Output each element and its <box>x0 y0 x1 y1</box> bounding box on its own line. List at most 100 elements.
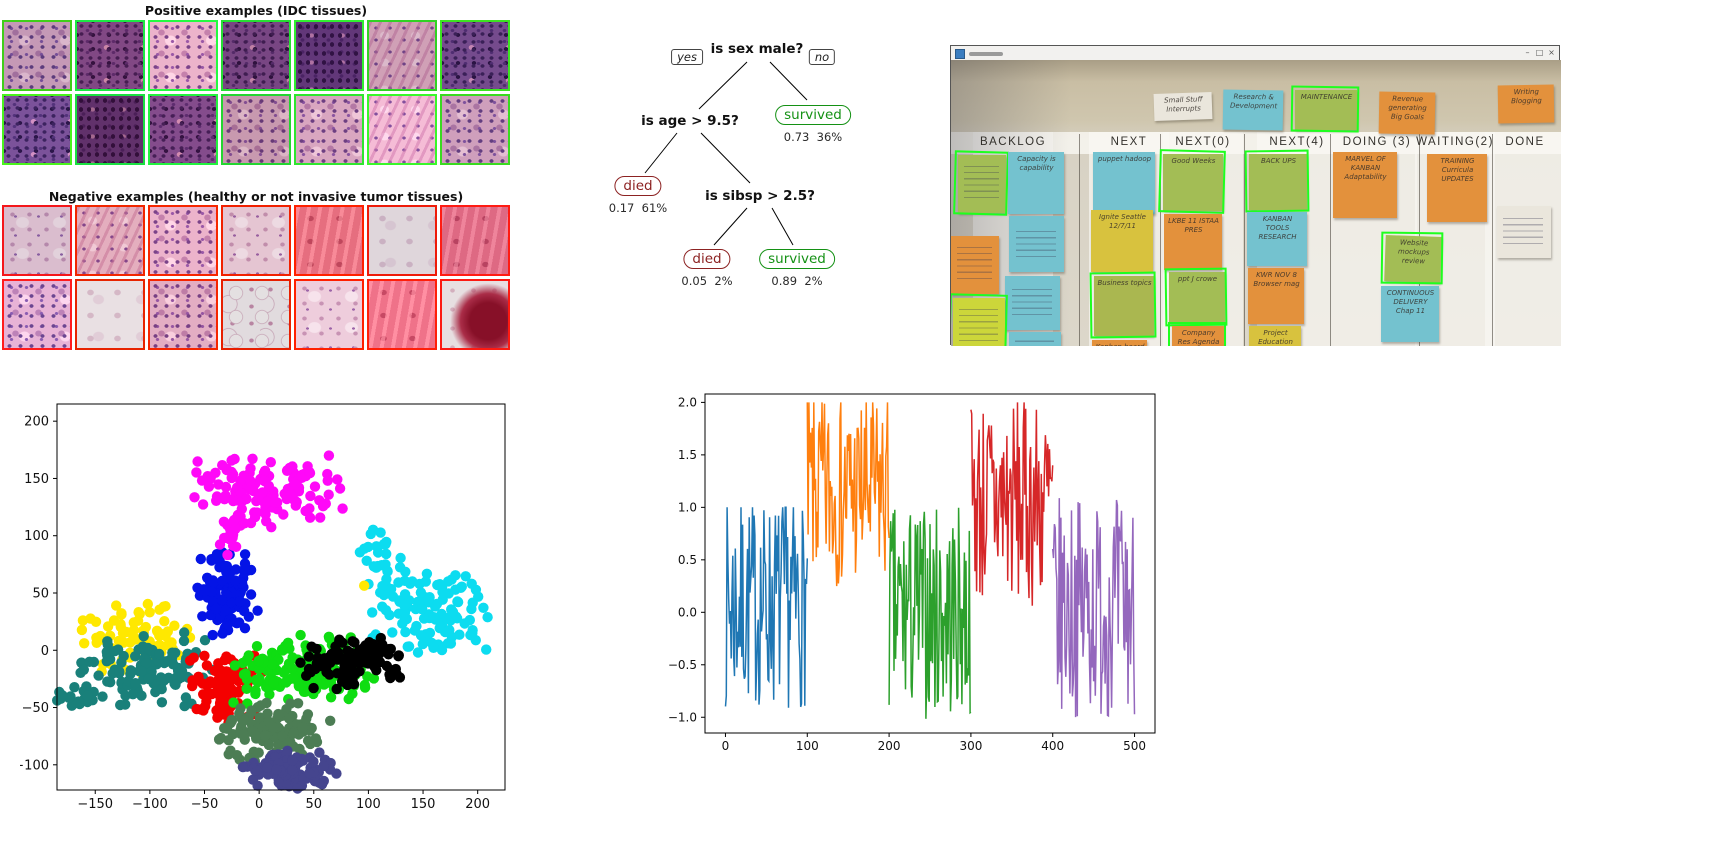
scatter-point <box>261 516 272 527</box>
scatter-point <box>142 642 154 654</box>
scatter-point <box>251 765 263 776</box>
scatter-point <box>189 492 200 503</box>
scatter-point <box>125 668 136 680</box>
scatter-point <box>213 658 224 669</box>
scatter-point <box>127 689 139 700</box>
y-tick-label: 100 <box>24 529 49 544</box>
scatter-point <box>241 493 252 505</box>
axes-frame <box>704 393 1156 734</box>
scatter-point <box>325 692 337 703</box>
kanban-board-photo: BACKLOG NEXT NEXT(0) NEXT(4) DOING (3) WAITIN… <box>951 60 1561 346</box>
scatter-point <box>295 629 306 641</box>
scatter-point <box>481 644 492 655</box>
sticky-note-text: Project Education <box>1258 329 1293 346</box>
kanban-column-header: DOING (3) <box>1342 136 1412 148</box>
scatter-point <box>400 626 411 638</box>
scatter-point <box>395 552 406 564</box>
tissue-image <box>440 20 510 91</box>
edge-label-no: no <box>808 49 836 65</box>
scatter-point <box>207 629 218 641</box>
scatter-point <box>230 564 242 575</box>
scatter-point <box>156 697 168 708</box>
scatter-point <box>88 656 100 668</box>
sticky-note-text: Writing Blogging <box>1511 87 1542 106</box>
handwriting-scribble <box>1503 215 1544 249</box>
tissue-image <box>75 279 145 350</box>
sticky-note: Research & Development <box>1222 89 1284 131</box>
sticky-note-text: TRAINING Curricula UPDATES <box>1440 157 1475 183</box>
kanban-column-header: NEXT <box>1110 136 1148 148</box>
scatter-point <box>228 495 239 507</box>
scatter-point <box>478 602 489 613</box>
scatter-point <box>447 606 459 618</box>
scatter-point <box>370 562 381 573</box>
x-tick-label: 200 <box>878 739 901 753</box>
scatter-point <box>250 730 262 741</box>
scatter-point <box>211 495 222 506</box>
scatter-point <box>403 641 415 652</box>
scatter-point <box>428 642 439 653</box>
window-titlebar: – □ × <box>951 46 1559 61</box>
scatter-point <box>270 497 281 508</box>
scatter-point <box>201 695 212 707</box>
sticky-note: Ignite Seattle 12/7/11 <box>1091 210 1153 272</box>
kanban-column-header: DONE <box>1505 136 1545 148</box>
scatter-point <box>223 735 234 746</box>
scatter-point <box>282 737 293 749</box>
detection-box <box>1089 271 1157 339</box>
scatter-point <box>259 465 271 476</box>
scatter-point <box>422 594 434 606</box>
scatter-point <box>130 678 141 689</box>
scatter-point <box>196 475 208 486</box>
x-tick-label: 50 <box>306 797 323 812</box>
scatter-point <box>234 596 246 607</box>
maximize-button[interactable]: □ <box>1535 48 1544 57</box>
scatter-point <box>203 481 215 492</box>
scatter-point <box>221 670 233 682</box>
tissue-image <box>367 279 437 350</box>
sticky-note: MARVEL OF KANBAN Adaptability <box>1333 152 1397 218</box>
scatter-point <box>226 455 237 466</box>
scatter-point <box>347 636 358 647</box>
leaf-stats-survived-right: 0.73 36% <box>783 130 843 144</box>
close-button[interactable]: × <box>1548 48 1555 57</box>
handwriting-scribble <box>1011 285 1053 321</box>
scatter-point <box>278 667 290 678</box>
decision-tree-figure: is sex male? yes no is age > 9.5? surviv… <box>600 30 900 310</box>
tree-leaf-survived-right: survived <box>775 105 851 125</box>
scatter-point <box>308 682 319 694</box>
scatter-point <box>82 690 93 701</box>
scatter-point <box>257 487 268 498</box>
sticky-note <box>1497 206 1551 258</box>
sticky-note-text: Kanban board <box>1095 343 1145 346</box>
y-tick-label: −1.0 <box>668 710 697 724</box>
scatter-point <box>154 604 165 615</box>
scatter-point <box>367 607 378 618</box>
column-divider <box>1160 134 1161 346</box>
scatter-point <box>282 637 294 648</box>
scatter-point <box>399 600 410 611</box>
scatter-point <box>311 643 322 655</box>
sticky-note-text: LKBE 11 ISTAA PRES <box>1168 217 1219 234</box>
positive-examples-title: Positive examples (IDC tissues) <box>144 3 368 18</box>
scatter-point <box>318 760 329 772</box>
scatter-point <box>393 651 404 662</box>
minimize-button[interactable]: – <box>1525 48 1530 57</box>
tissue-image <box>2 279 72 350</box>
scatter-point <box>283 713 295 724</box>
column-divider <box>1244 134 1245 346</box>
scatter-point <box>305 738 316 750</box>
x-tick-label: 300 <box>959 739 982 753</box>
scatter-point <box>170 679 181 690</box>
scatter-point <box>287 764 298 776</box>
scatter-point <box>305 490 316 502</box>
y-tick-label: 1.5 <box>678 448 697 462</box>
kanban-column-header: BACKLOG <box>979 136 1047 148</box>
tissue-image <box>75 94 145 165</box>
scatter-point <box>285 489 296 501</box>
detection-box <box>1244 149 1310 213</box>
scatter-point <box>167 659 179 670</box>
scatter-point <box>81 681 92 692</box>
scatter-point <box>57 690 68 701</box>
